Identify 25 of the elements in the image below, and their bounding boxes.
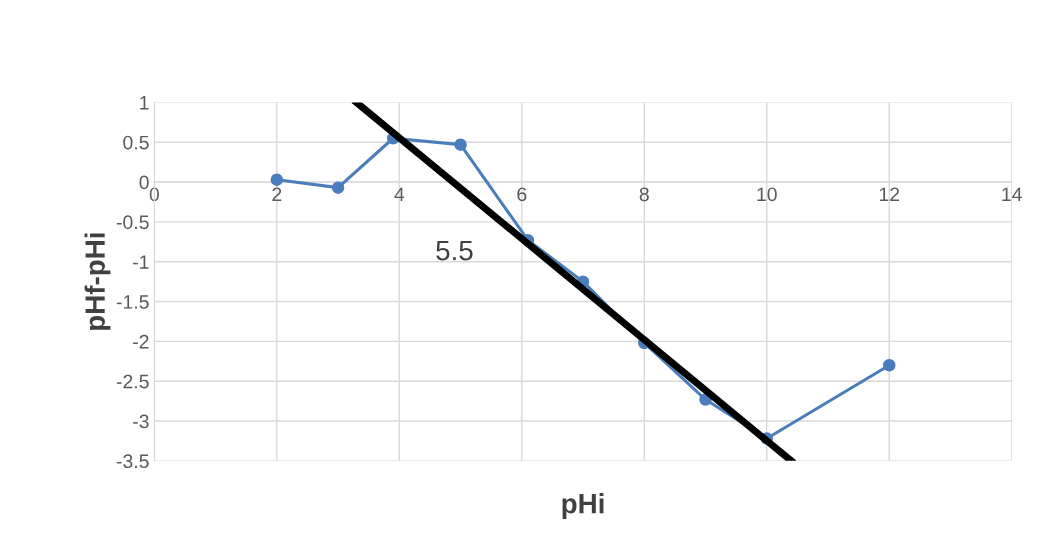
y-tick-label: -1.5 — [116, 295, 149, 309]
point — [270, 173, 284, 186]
x-tick-label: 0 — [149, 187, 160, 202]
y-tick-label: 1 — [140, 96, 149, 110]
x-tick-label: 4 — [394, 187, 405, 202]
y-tick-label: 0 — [139, 175, 149, 190]
annotation: 5.5 — [436, 241, 473, 261]
y-tick-label: -3 — [133, 414, 149, 429]
point — [331, 181, 345, 194]
y-tick-label: -3.5 — [116, 454, 149, 469]
y-tick-label: -2 — [133, 334, 149, 349]
x-tick-label: 8 — [639, 187, 649, 202]
x-tick-label: 14 — [1002, 187, 1022, 202]
y-axis-title: pHf-pHi — [84, 233, 111, 330]
y-tick-label: -2.5 — [116, 374, 149, 389]
y-tick-label: 0.5 — [123, 135, 149, 150]
point — [882, 359, 896, 372]
x-tick-label: 2 — [272, 187, 282, 202]
y-tick-label: -0.5 — [116, 215, 149, 230]
x-tick-label: 6 — [517, 187, 527, 202]
x-tick-label: 12 — [879, 187, 900, 202]
x-axis-title: pHi — [562, 493, 604, 519]
x-tick-label: 10 — [757, 187, 777, 202]
point — [454, 138, 467, 151]
y-tick-label: -1 — [133, 255, 149, 269]
